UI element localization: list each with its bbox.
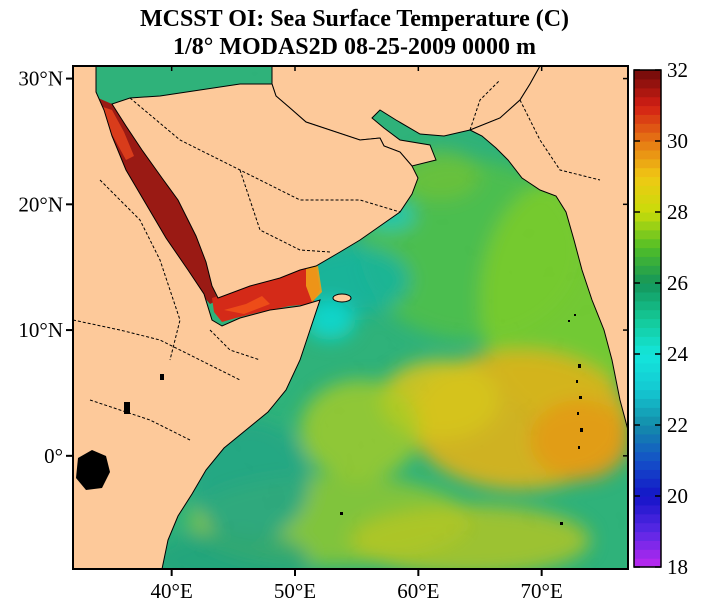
colorbar-band [634, 167, 661, 178]
colorbar-band [634, 149, 661, 160]
latitude-axis: 30°N 20°N 10°N 0° [18, 67, 628, 468]
colorbar-band [634, 274, 661, 284]
colorbar-band [634, 300, 661, 311]
colorbar-band [634, 87, 661, 98]
map-frame [72, 65, 629, 570]
island-markers [340, 314, 583, 525]
colorbar-tick-label: 32 [667, 58, 688, 82]
lat-tick-label: 30°N [18, 67, 63, 91]
colorbar-band [634, 362, 661, 373]
colorbar-band [634, 371, 661, 382]
colorbar-band [634, 549, 661, 559]
colorbar-band [634, 451, 661, 462]
colorbar-band [634, 345, 661, 355]
colorbar-band [634, 203, 661, 213]
lat-tick-label: 0° [44, 444, 63, 468]
country-borders [73, 79, 601, 441]
colorbar-band [634, 496, 661, 506]
colorbar-band [634, 141, 661, 151]
lon-tick-label: 40°E [151, 579, 193, 603]
colorbar-band [634, 283, 661, 293]
colorbar-tick-label: 18 [667, 555, 688, 579]
lon-tick-label: 70°E [521, 579, 563, 603]
land-india [468, 66, 628, 431]
colorbar-band [634, 327, 661, 337]
colorbar-band [634, 309, 661, 320]
colorbar-band [634, 469, 661, 479]
colorbar-band [634, 478, 661, 488]
colorbar-band [634, 185, 661, 195]
colorbar-band [634, 132, 661, 142]
colorbar-band [634, 78, 661, 89]
colorbar-frame [633, 69, 662, 568]
colorbar-band [634, 433, 661, 444]
land-africa [73, 66, 321, 569]
colorbar-band [634, 442, 661, 453]
colorbar-band [634, 194, 661, 204]
colorbar-band [634, 256, 661, 266]
longitude-axis: 40°E 50°E 60°E 70°E [151, 66, 563, 603]
colorbar-band [634, 425, 661, 435]
colorbar-tick-label: 30 [667, 129, 688, 153]
lat-tick-label: 20°N [18, 192, 63, 216]
colorbar-band [634, 487, 661, 497]
colorbar-band [634, 70, 661, 80]
colorbar-band [634, 398, 661, 408]
chart-title: MCSST OI: Sea Surface Temperature (C) [139, 6, 570, 32]
colorbar-band [634, 416, 661, 426]
lat-tick-label: 10°N [18, 318, 63, 342]
colorbar-band [634, 114, 661, 124]
colorbar-band [634, 558, 661, 568]
colorbar-band [634, 531, 661, 541]
colorbar-band [634, 247, 661, 257]
colorbar-tick-label: 24 [667, 342, 689, 366]
colorbar [634, 70, 661, 568]
colorbar-band [634, 291, 661, 302]
colorbar-band [634, 380, 661, 391]
colorbar-band [634, 460, 661, 470]
map-panel [73, 66, 628, 569]
lon-tick-label: 50°E [274, 579, 316, 603]
colorbar-band [634, 522, 661, 533]
colorbar-band [634, 265, 661, 275]
colorbar-band [634, 513, 661, 524]
land-arabian-peninsula [111, 83, 419, 299]
colorbar-band [634, 540, 661, 550]
colorbar-band [634, 504, 661, 515]
colorbar-band [634, 229, 661, 240]
colorbar-tick-label: 26 [667, 271, 688, 295]
colorbar-band [634, 105, 661, 115]
colorbar-tick-label: 20 [667, 484, 688, 508]
colorbar-tick-label: 28 [667, 200, 688, 224]
chart-subtitle: 1/8° MODAS2D 08-25-2009 0000 m [173, 34, 536, 60]
colorbar-band [634, 354, 661, 364]
colorbar-band [634, 158, 661, 169]
colorbar-band [634, 389, 661, 399]
colorbar-band [634, 220, 661, 231]
lake-victoria [76, 450, 110, 490]
lon-tick-label: 60°E [397, 579, 439, 603]
socotra-island [332, 293, 352, 303]
colorbar-band [634, 318, 661, 328]
colorbar-band [634, 238, 661, 249]
colorbar-band [634, 96, 661, 107]
colorbar-band [634, 212, 661, 222]
colorbar-ticks: 32 30 28 26 24 22 20 18 [634, 58, 689, 579]
colorbar-band [634, 336, 661, 346]
colorbar-band [634, 407, 661, 417]
colorbar-tick-label: 22 [667, 413, 688, 437]
colorbar-band [634, 123, 661, 133]
colorbar-band [634, 176, 661, 186]
